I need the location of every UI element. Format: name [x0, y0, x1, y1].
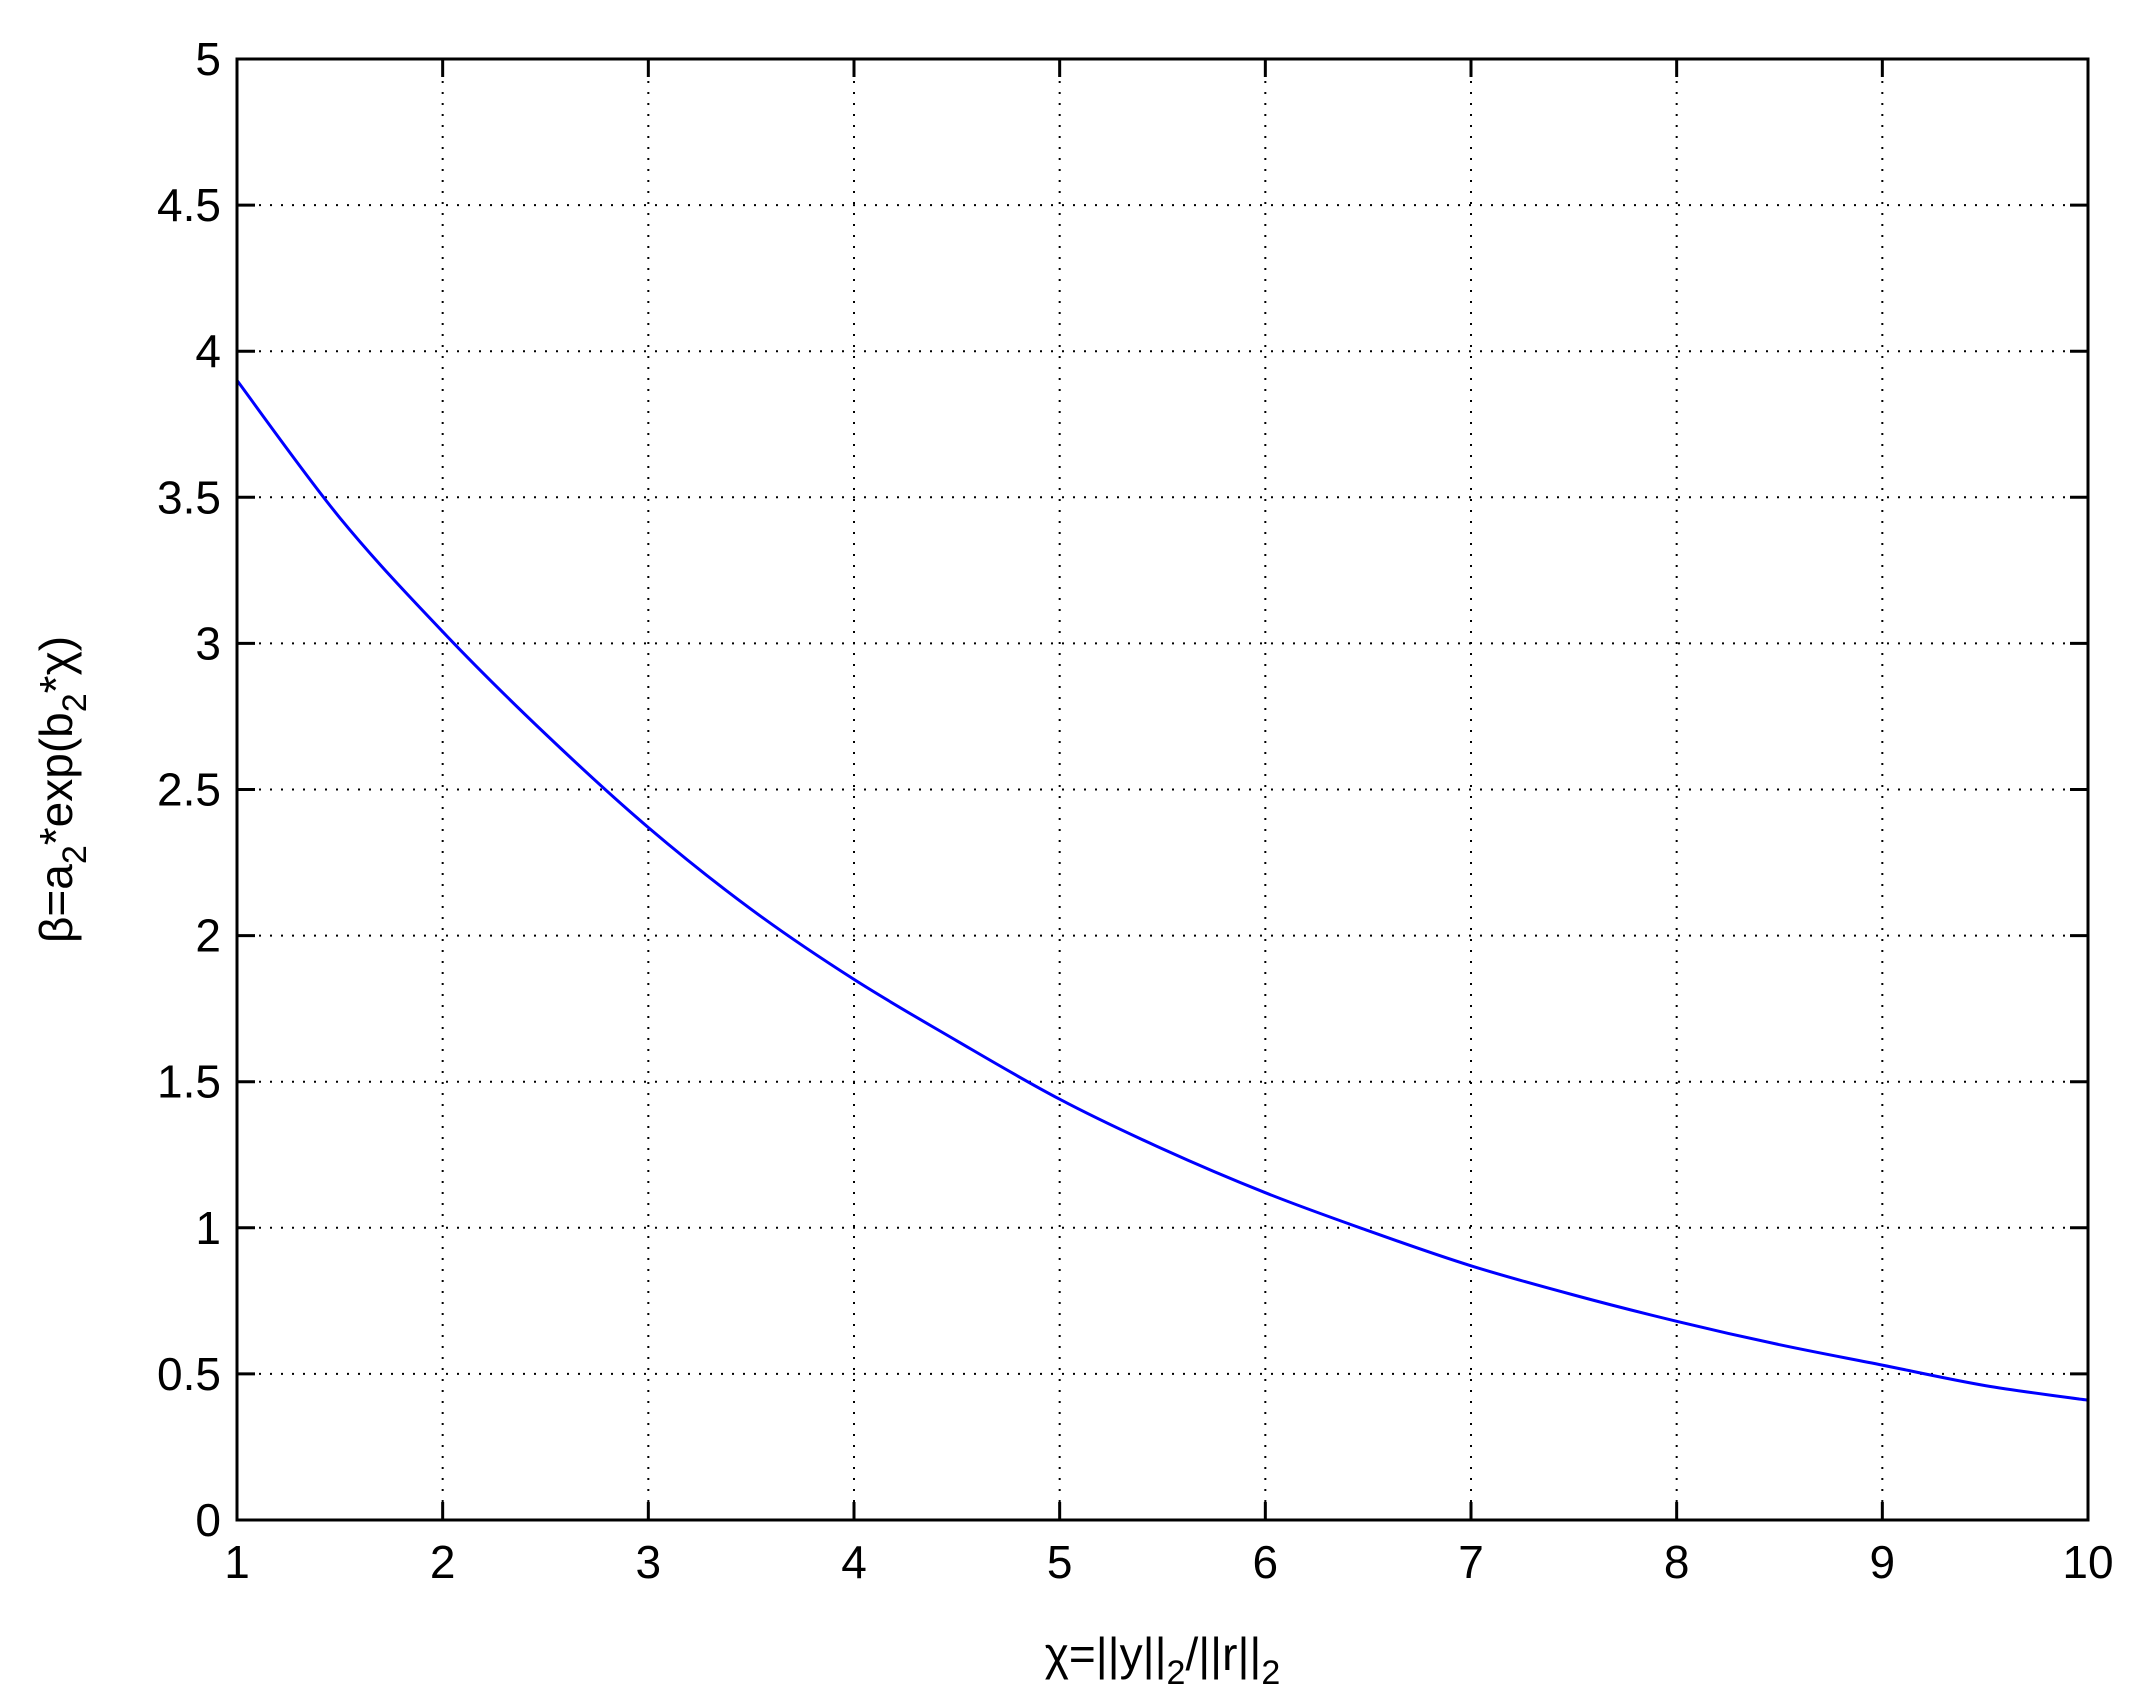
y-axis-label: β=a2*exp(b2*χ): [30, 636, 94, 943]
y-tick-label: 3: [195, 617, 221, 669]
plot-series: [235, 379, 2089, 1402]
x-tick-label: 7: [1458, 1536, 1484, 1588]
y-tick-label: 3.5: [157, 471, 221, 523]
y-tick-label: 5: [195, 33, 221, 85]
x-axis-label: χ=||y||2/||r||2: [1045, 1628, 1281, 1692]
x-tick-label: 1: [224, 1536, 250, 1588]
y-tick-labels: 0 0.5 1 1.5 2 2.5 3 3.5 4 4.5 5: [157, 33, 221, 1546]
x-tick-label: 9: [1870, 1536, 1896, 1588]
x-tick-label: 5: [1047, 1536, 1073, 1588]
y-tick-label: 0.5: [157, 1348, 221, 1400]
y-tick-label: 1: [195, 1202, 221, 1254]
y-tick-label: 2.5: [157, 764, 221, 816]
x-tick-label: 4: [841, 1536, 867, 1588]
x-tick-labels: 1 2 3 4 5 6 7 8 9 10: [224, 1536, 2113, 1588]
y-tick-label: 4: [195, 325, 221, 377]
ticks: [235, 57, 2090, 1522]
x-tick-label: 3: [636, 1536, 662, 1588]
grid: [237, 59, 2088, 1520]
y-tick-label: 0: [195, 1494, 221, 1546]
x-tick-label: 10: [2062, 1536, 2113, 1588]
series-line: [235, 379, 2089, 1402]
x-tick-label: 6: [1253, 1536, 1279, 1588]
y-tick-label: 4.5: [157, 179, 221, 231]
y-tick-label: 1.5: [157, 1056, 221, 1108]
x-tick-label: 2: [430, 1536, 456, 1588]
x-tick-label: 8: [1664, 1536, 1690, 1588]
y-tick-label: 2: [195, 910, 221, 962]
